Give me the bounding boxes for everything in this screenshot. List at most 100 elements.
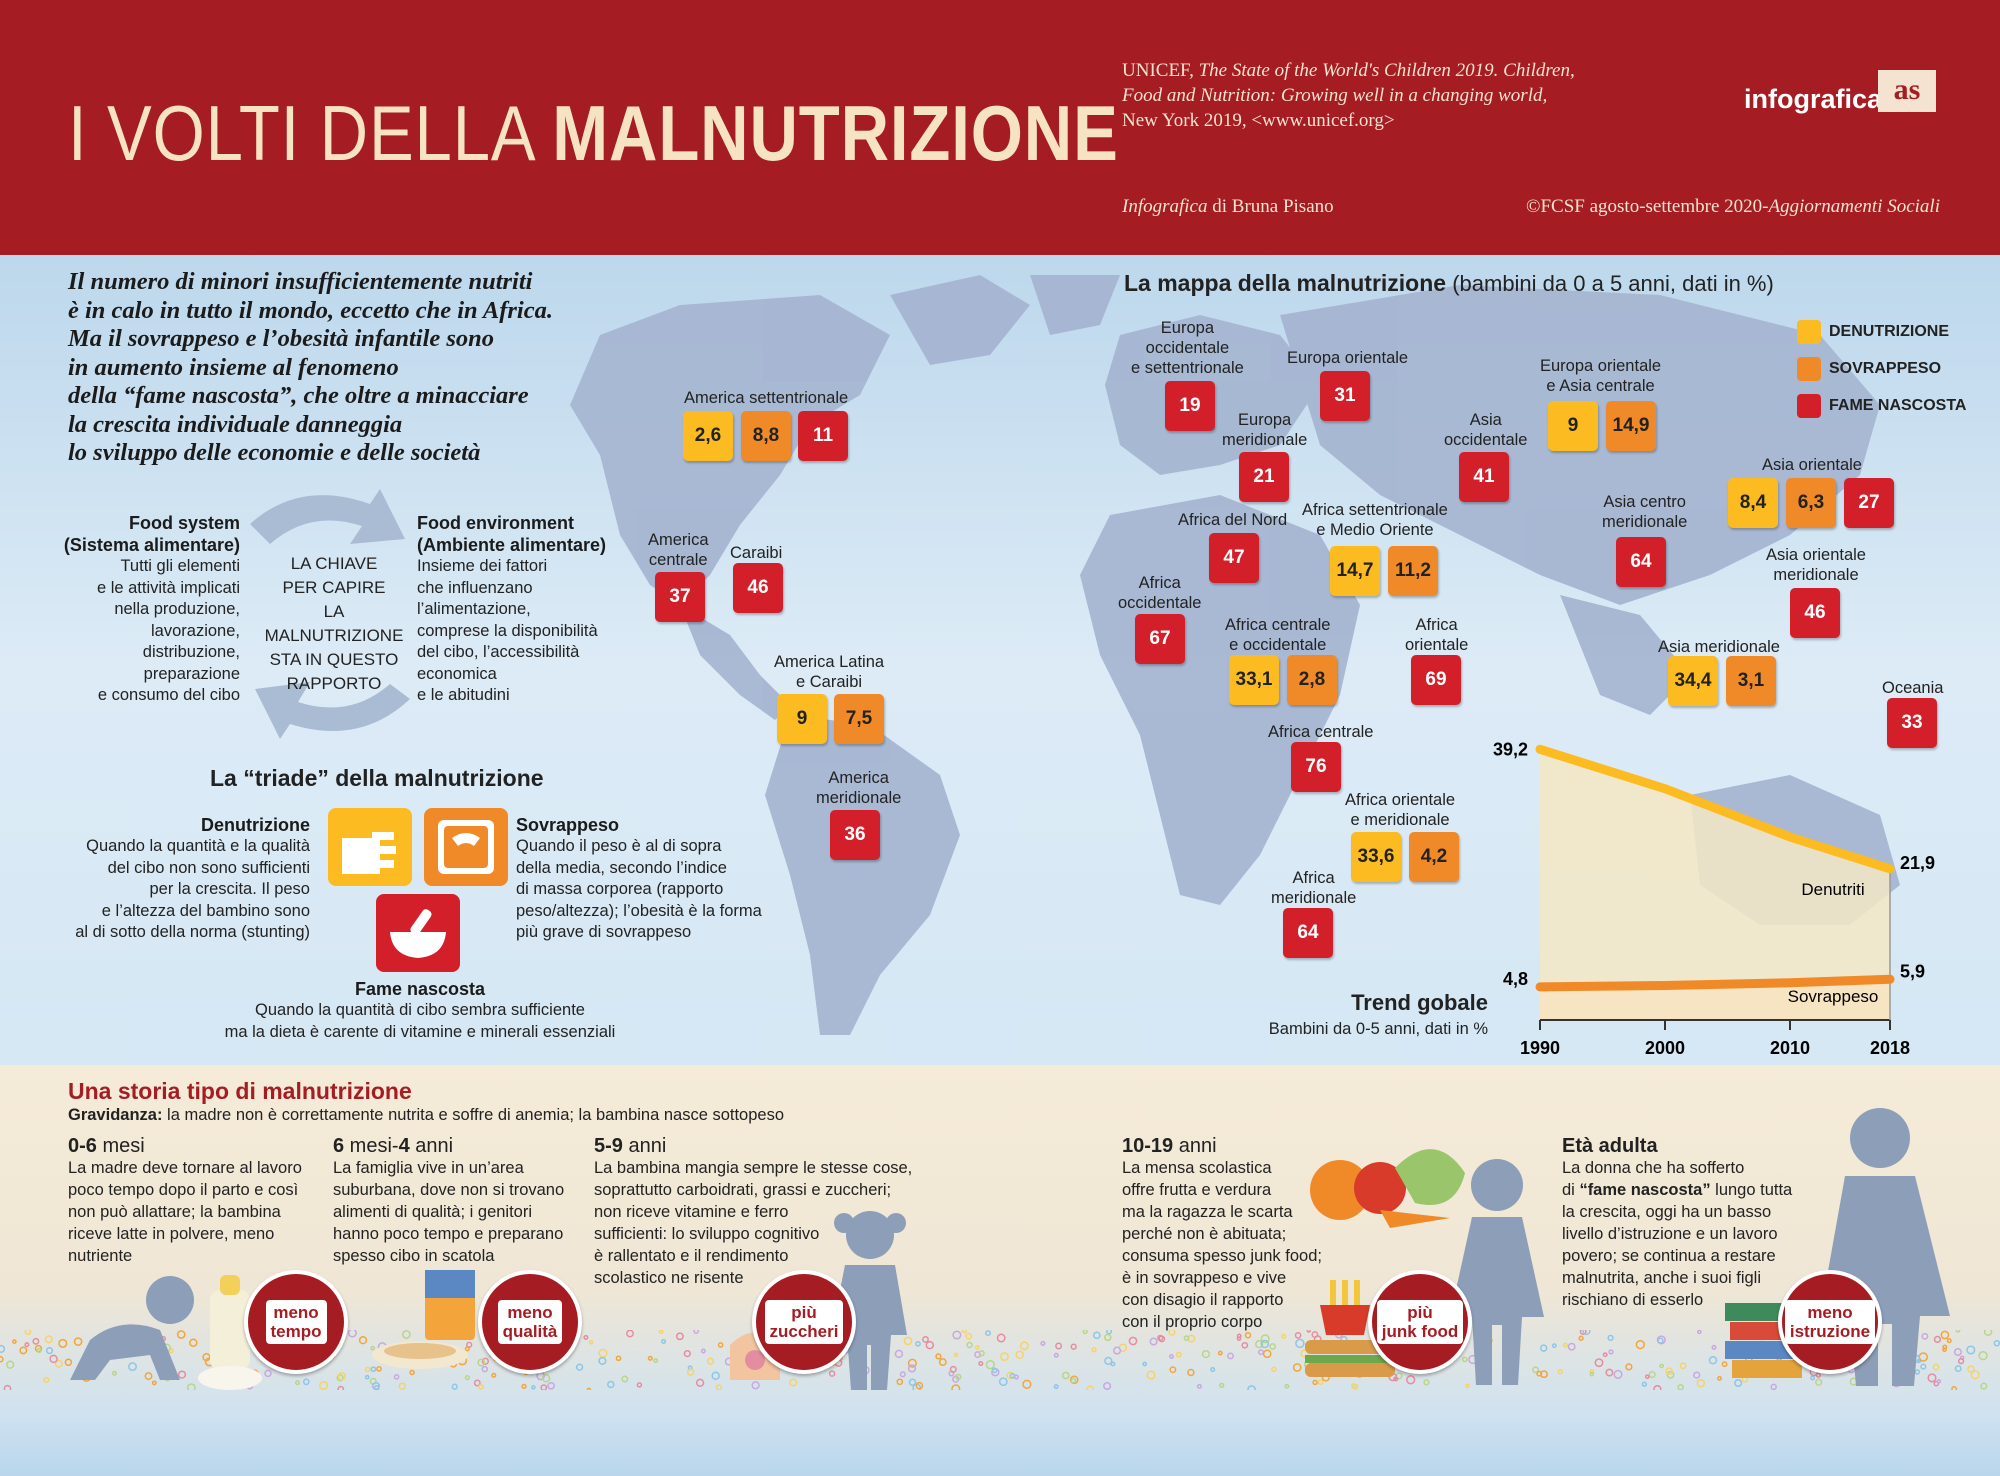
denutrizione-title: Denutrizione xyxy=(200,815,310,835)
confetti-dot xyxy=(1217,1350,1223,1356)
confetti-dot xyxy=(1532,1366,1540,1374)
confetti-dot xyxy=(202,1353,211,1362)
badge-meno-tempo: meno tempo xyxy=(244,1270,348,1374)
x-tick-label: 2018 xyxy=(1870,1038,1910,1058)
confetti-dot xyxy=(481,1365,489,1373)
region-label: Europa meridionale xyxy=(1222,410,1307,450)
confetti-dot xyxy=(1019,1341,1029,1351)
food-environment-block: Food environment (Ambiente alimentare) I… xyxy=(417,512,617,707)
confetti-dot xyxy=(398,1382,407,1390)
confetti-dot xyxy=(1069,1375,1079,1385)
confetti-dot xyxy=(1980,1382,1988,1390)
denutriti-line xyxy=(1535,744,1895,874)
key-statement: LA CHIAVE PER CAPIRE LA MALNUTRIZIONE ST… xyxy=(255,552,413,696)
confetti-dot xyxy=(1734,1378,1743,1388)
value-box: 2,6 xyxy=(683,411,733,461)
confetti-dot xyxy=(915,1381,924,1390)
confetti-dot xyxy=(1551,1343,1557,1349)
source-title-1: The State of the World's Children 2019. … xyxy=(1198,60,1575,81)
stage-age-number: 5-9 xyxy=(594,1135,623,1157)
confetti-dot xyxy=(364,1366,371,1373)
stage-line: poco tempo dopo il parto e così xyxy=(68,1181,299,1199)
stage-line: perché non è abituata; xyxy=(1122,1225,1287,1243)
stage-line: con il proprio corpo xyxy=(1122,1313,1263,1331)
confetti-dot xyxy=(621,1375,629,1383)
sovrappeso-line: Quando il peso è al di sopra xyxy=(516,837,722,855)
confetti-dot xyxy=(1594,1358,1604,1368)
stage-line: La donna che ha sofferto xyxy=(1562,1159,1745,1177)
stage-age-unit: mesi xyxy=(96,1135,145,1157)
food-environment-subtitle: (Ambiente alimentare) xyxy=(417,535,607,555)
badge-line: più xyxy=(1407,1303,1433,1322)
value-box: 36 xyxy=(830,810,880,860)
girl-child-icon xyxy=(730,1211,907,1390)
map-title: La mappa della malnutrizione (bambini da… xyxy=(1124,270,1774,297)
value-box: 8,4 xyxy=(1728,478,1778,528)
region-label: Asia orientale xyxy=(1762,455,1862,475)
confetti-dot xyxy=(1953,1347,1962,1357)
region-name: Asia orientale xyxy=(1766,546,1866,564)
region-name: Asia meridionale xyxy=(1658,638,1780,656)
food-system-line: nella produzione, xyxy=(114,600,240,618)
badge-label: meno istruzione xyxy=(1784,1300,1876,1344)
confetti-dot xyxy=(626,1330,634,1338)
confetti-dot xyxy=(583,1334,589,1340)
confetti-dot xyxy=(607,1380,615,1389)
confetti-dot xyxy=(1677,1383,1684,1390)
confetti-dot xyxy=(1721,1361,1728,1368)
value-box: 33,1 xyxy=(1229,655,1279,705)
food-system-subtitle: (Sistema alimentare) xyxy=(63,535,240,555)
value-box: 3,1 xyxy=(1726,656,1776,706)
confetti-dot xyxy=(144,1372,153,1381)
confetti-dot xyxy=(376,1366,382,1372)
junk-food-icon xyxy=(1305,1280,1395,1377)
value-box: 67 xyxy=(1135,614,1185,664)
legend-item-denutrizione: DENUTRIZIONE xyxy=(1797,320,1949,344)
confetti-dot xyxy=(951,1384,961,1390)
confetti-dot xyxy=(695,1378,705,1387)
value-box: 46 xyxy=(1790,588,1840,638)
fame-nascosta-line: Quando la quantità di cibo sembra suffic… xyxy=(255,1001,585,1019)
logo-mark: as xyxy=(1878,70,1936,112)
confetti-dot xyxy=(1562,1342,1568,1348)
stage-line: La bambina mangia sempre le stesse cose, xyxy=(594,1159,913,1177)
stage-age-number: 10-19 xyxy=(1122,1135,1174,1157)
confetti-dot xyxy=(1281,1333,1287,1339)
region-name: e Medio Oriente xyxy=(1316,521,1434,539)
confetti-dot xyxy=(1607,1334,1614,1342)
confetti-dot xyxy=(1022,1379,1032,1389)
stage-line: La mensa scolastica xyxy=(1122,1159,1272,1177)
key-line: RAPPORTO xyxy=(286,674,382,693)
confetti-dot xyxy=(1770,1383,1777,1390)
trend-subtitle: Bambini da 0-5 anni, dati in % xyxy=(1268,1020,1488,1038)
stage-age-unit: anni xyxy=(1173,1135,1217,1157)
intro-line: Ma il sovrappeso e l’obesità infantile s… xyxy=(68,325,495,352)
confetti-dot xyxy=(43,1376,50,1383)
confetti-dot xyxy=(1106,1330,1113,1335)
badge-piu-zuccheri: più zuccheri xyxy=(752,1270,856,1374)
stage-line: La madre deve tornare al lavoro xyxy=(68,1159,302,1177)
confetti-dot xyxy=(49,1354,58,1364)
food-environment-line: Insieme dei fattori xyxy=(417,557,548,575)
stage-age-number: 6 xyxy=(333,1135,345,1157)
confetti-dot xyxy=(683,1349,691,1358)
sovrappeso-line: della media, secondo l’indice xyxy=(516,858,727,877)
region-label: Asia meridionale xyxy=(1658,637,1780,657)
value-box: 64 xyxy=(1283,908,1333,958)
title-bold: MALNUTRIZIONE xyxy=(552,89,1119,177)
region-label: America Latina e Caraibi xyxy=(774,652,884,692)
confetti-dot xyxy=(294,1380,301,1386)
confetti-dot xyxy=(1641,1381,1647,1387)
confetti-dot xyxy=(1352,1383,1359,1390)
confetti-dot xyxy=(1104,1356,1113,1366)
intro-line: della “fame nascosta”, che oltre a minac… xyxy=(68,382,529,409)
value-box: 19 xyxy=(1165,381,1215,431)
food-system-line: Tutti gli elementi xyxy=(120,557,240,575)
confetti-dot xyxy=(1015,1350,1024,1360)
denutriti-end-label: 21,9 xyxy=(1900,853,1935,873)
badge-label: più junk food xyxy=(1376,1300,1464,1344)
region-name: Europa orientale xyxy=(1540,357,1662,375)
badge-meno-istruzione: meno istruzione xyxy=(1778,1270,1882,1374)
confetti-dot xyxy=(0,1355,4,1363)
confetti-dot xyxy=(717,1342,724,1348)
